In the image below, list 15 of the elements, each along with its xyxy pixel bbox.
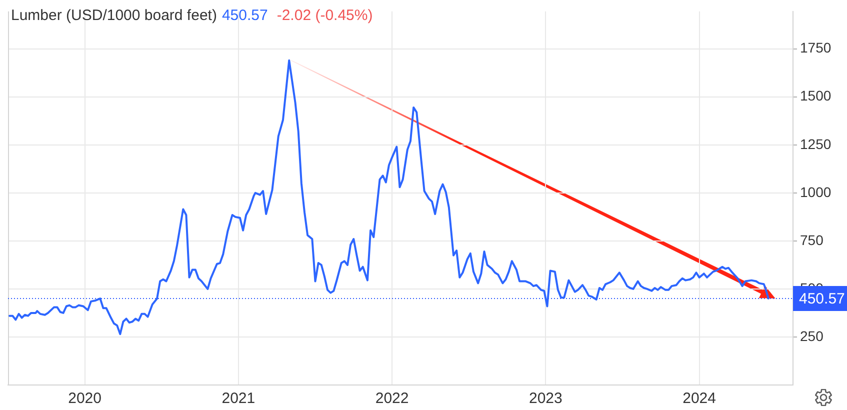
x-tick-label: 2022: [375, 390, 409, 408]
y-tick-label: 1750: [800, 40, 832, 56]
x-tick-label: 2023: [528, 390, 562, 408]
y-tick-label: 250: [800, 328, 824, 344]
y-tick-label: 1000: [800, 184, 832, 200]
y-tick-label: 1500: [800, 88, 832, 104]
x-tick-label: 2021: [222, 390, 256, 408]
annotation: -2.02 (-0.45%): [276, 7, 373, 24]
x-tick-label: 2024: [682, 390, 716, 408]
y-tick-label: 750: [800, 232, 824, 248]
annotation: 450.57: [222, 7, 268, 24]
ref-line-label: 450.57: [799, 290, 845, 308]
y-tick-label: 1250: [800, 136, 832, 152]
chart-title: Lumber (USD/1000 board feet): [11, 7, 217, 24]
x-tick-label: 2020: [68, 390, 102, 408]
